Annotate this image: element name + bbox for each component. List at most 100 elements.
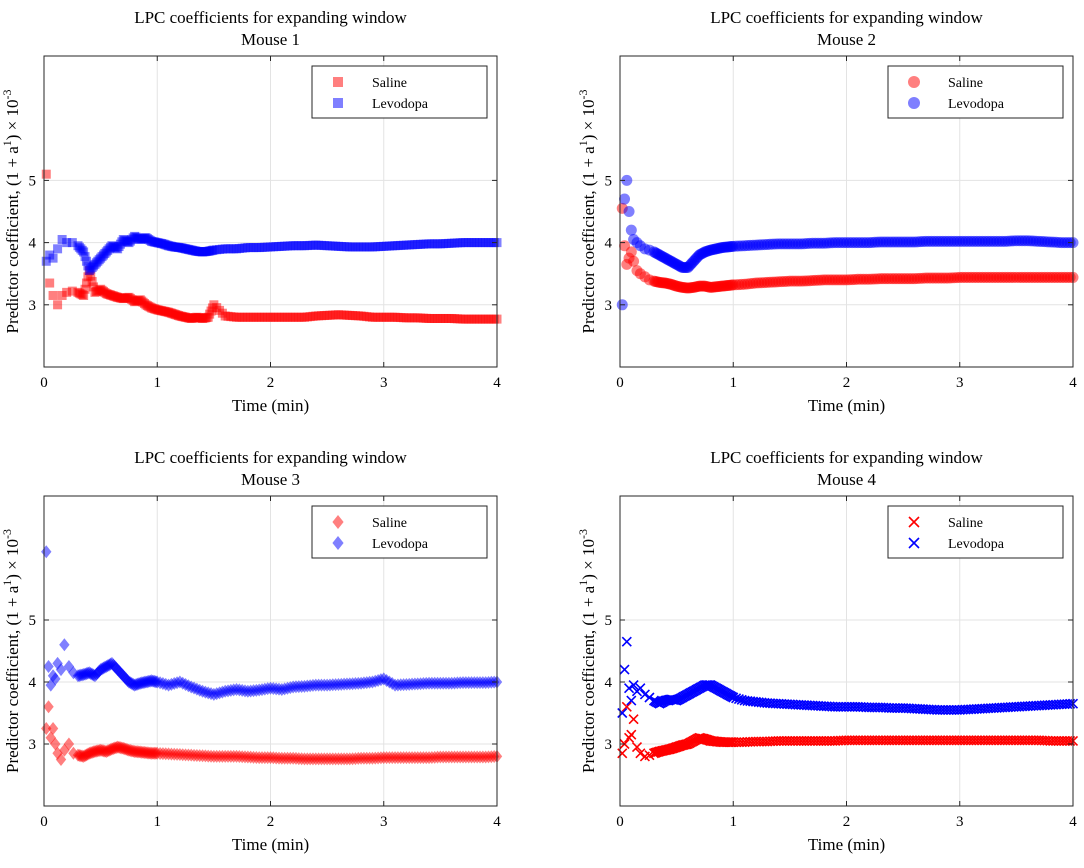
data-point — [52, 746, 63, 760]
data-point — [53, 244, 63, 254]
legend-marker — [908, 537, 920, 549]
chart-title: LPC coefficients for expanding window — [134, 8, 407, 27]
data-point — [87, 276, 97, 286]
data-point — [619, 664, 630, 675]
x-axis-label: Time (min) — [232, 396, 309, 415]
x-tick-label: 1 — [154, 375, 162, 391]
ticks: 0 1 2 3 4 3 4 5 — [29, 496, 501, 830]
chart-title: LPC coefficients for expanding window — [710, 448, 983, 467]
data-point — [80, 284, 90, 294]
legend-box — [311, 65, 488, 119]
data-point — [617, 707, 628, 719]
data-point — [86, 271, 96, 281]
x-tick-label: 1 — [154, 814, 162, 830]
legend-label: Levodopa — [372, 97, 429, 112]
y-label-main: Predictor coefficient, (1 + a — [3, 585, 22, 773]
chart-subtitle: Mouse 1 — [241, 30, 300, 49]
y-label-sup: -3 — [0, 90, 14, 100]
x-axis-label: Time (min) — [232, 835, 309, 854]
legend: Saline Levodopa — [311, 505, 488, 559]
y-tick-label: 5 — [605, 613, 613, 629]
data-point — [623, 206, 635, 217]
chart-subtitle: Mouse 3 — [241, 470, 300, 489]
chart-panel-3: LPC coefficients for expanding window Mou… — [0, 448, 503, 854]
chart-panel-4: LPC coefficients for expanding window Mou… — [576, 448, 1079, 854]
data-point — [631, 742, 643, 753]
y-tick-label: 4 — [605, 675, 613, 691]
x-tick-label: 3 — [956, 375, 964, 391]
y-tick-label: 3 — [29, 298, 37, 314]
data-point — [67, 238, 77, 248]
x-tick-label: 2 — [843, 814, 851, 830]
x-axis-label: Time (min) — [808, 835, 885, 854]
y-axis-label: Predictor coefficient, (1 + a1) × 10-3 — [0, 529, 22, 773]
legend-marker — [333, 77, 343, 87]
data-point — [80, 252, 90, 262]
y-label-sup: 1 — [576, 580, 590, 586]
data-point — [48, 290, 58, 300]
legend-label: Levodopa — [948, 537, 1005, 552]
chart-subtitle: Mouse 2 — [817, 30, 876, 49]
data-point — [62, 287, 72, 297]
legend-marker — [332, 515, 344, 529]
chart-title: LPC coefficients for expanding window — [710, 8, 983, 27]
chart-panel-1: LPC coefficients for expanding window Mou… — [0, 8, 502, 415]
data-point — [79, 290, 89, 300]
x-axis-label: Time (min) — [808, 396, 885, 415]
data-point — [45, 731, 56, 745]
x-tick-label: 0 — [40, 814, 48, 830]
legend-box — [887, 65, 1064, 119]
x-tick-label: 4 — [493, 814, 501, 830]
data-point — [628, 680, 639, 691]
y-tick-label: 5 — [29, 173, 37, 189]
data-point — [626, 695, 637, 706]
data-point — [621, 636, 632, 647]
y-label-main: Predictor coefficient, (1 + a — [579, 585, 598, 773]
data-point — [728, 692, 739, 703]
data-point — [67, 286, 77, 296]
legend-label: Saline — [948, 76, 983, 91]
data-point — [619, 193, 631, 205]
ticks: 0 1 2 3 4 3 4 5 — [29, 56, 501, 391]
x-tick-label: 3 — [380, 375, 388, 391]
legend: Saline Levodopa — [311, 65, 488, 119]
data-point — [53, 300, 63, 310]
legend-label: Saline — [948, 516, 983, 531]
data-point — [57, 234, 67, 244]
legend: Saline Levodopa — [887, 65, 1064, 119]
x-tick-label: 2 — [843, 375, 851, 391]
series-saline — [617, 701, 1079, 762]
data-point — [625, 246, 637, 258]
legend-marker — [908, 516, 920, 528]
legend-label: Saline — [372, 516, 407, 531]
data-point — [57, 290, 67, 300]
legend: Saline Levodopa — [887, 505, 1064, 559]
x-tick-label: 0 — [616, 814, 624, 830]
y-axis-label: Predictor coefficient, (1 + a1) × 10-3 — [0, 90, 22, 334]
data-point — [41, 169, 51, 179]
y-tick-label: 3 — [605, 737, 613, 753]
chart-panel-2: LPC coefficients for expanding window Mou… — [576, 8, 1079, 415]
y-label-main: Predictor coefficient, (1 + a — [579, 146, 598, 334]
y-label-sup: 1 — [0, 140, 14, 146]
data-point — [733, 693, 744, 705]
y-axis-label: Predictor coefficient, (1 + a1) × 10-3 — [576, 90, 598, 334]
x-tick-label: 3 — [380, 814, 388, 830]
data-point — [43, 660, 54, 673]
series-levodopa — [41, 231, 502, 276]
y-tick-label: 4 — [605, 236, 613, 252]
legend-box — [311, 505, 488, 559]
chart-title: LPC coefficients for expanding window — [134, 448, 407, 467]
y-label-mid: ) × 10 — [3, 539, 22, 580]
data-point — [43, 700, 54, 714]
x-tick-label: 1 — [730, 375, 738, 391]
data-point — [81, 278, 91, 288]
y-label-sup: -3 — [576, 90, 590, 100]
data-point — [41, 256, 51, 266]
series-saline — [41, 700, 503, 766]
y-label-mid: ) × 10 — [579, 539, 598, 580]
y-label-sup: 1 — [0, 580, 14, 586]
data-point — [635, 683, 646, 694]
data-point — [731, 693, 742, 704]
legend-marker — [332, 536, 344, 550]
